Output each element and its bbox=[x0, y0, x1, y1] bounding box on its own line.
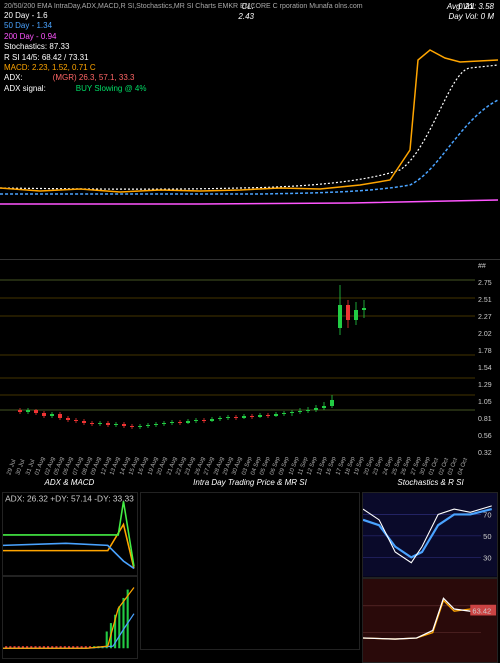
stoch-rsi-column: 705030 63.42 bbox=[362, 492, 498, 650]
bottom-panels: ADX: 26.32 +DY: 57.14 -DY: 33.33 705030 … bbox=[0, 492, 500, 650]
svg-text:2.75: 2.75 bbox=[478, 280, 492, 287]
svg-text:0.56: 0.56 bbox=[478, 433, 492, 440]
x-axis-dates: 29 Jul30 Jul31 Jul01 Aug02 Aug05 Aug06 A… bbox=[0, 456, 500, 478]
candle-svg: ## 2.75 2.51 2.27 2.02 1.78 1.54 1.29 1.05 0.81 0.… bbox=[0, 260, 500, 456]
svg-text:2.27: 2.27 bbox=[478, 314, 492, 321]
ema200-legend: 200 Day - 0.94 bbox=[4, 32, 57, 42]
rsi-legend: R SI 14/5: 68.42 / 73.31 bbox=[4, 53, 89, 63]
adx-macd-column: ADX: 26.32 +DY: 57.14 -DY: 33.33 bbox=[2, 492, 138, 650]
svg-text:ADX: 26.32 +DY: 57.14 -DY: 3: ADX: 26.32 +DY: 57.14 -DY: 33.33 bbox=[5, 493, 134, 503]
adx-signal-legend: ADX signal: bbox=[4, 84, 46, 94]
svg-text:##: ## bbox=[478, 263, 486, 270]
title-line: 20/50/200 EMA IntraDay,ADX,MACD,R SI,Sto… bbox=[4, 2, 496, 11]
ema20-legend: 20 Day - 1.6 bbox=[4, 11, 48, 21]
ema50-legend: 50 Day - 1.34 bbox=[4, 21, 52, 31]
svg-text:1.29: 1.29 bbox=[478, 382, 492, 389]
svg-text:1.05: 1.05 bbox=[478, 399, 492, 406]
adx-macd-title: ADX & MACD bbox=[0, 478, 139, 492]
chart-header: 20/50/200 EMA IntraDay,ADX,MACD,R SI,Sto… bbox=[4, 2, 496, 94]
rsi-panel: 63.42 bbox=[362, 578, 498, 663]
stochastics-panel: 705030 bbox=[362, 492, 498, 578]
adx-legend: ADX: bbox=[4, 73, 23, 83]
svg-text:30: 30 bbox=[483, 554, 491, 563]
svg-text:1.78: 1.78 bbox=[478, 348, 492, 355]
svg-text:50: 50 bbox=[483, 532, 491, 541]
svg-text:2.51: 2.51 bbox=[478, 297, 492, 304]
stoch-title: Stochastics & R SI bbox=[361, 478, 500, 492]
stochastics-legend: Stochastics: 87.33 bbox=[4, 42, 69, 52]
adx-panel: ADX: 26.32 +DY: 57.14 -DY: 33.33 bbox=[2, 492, 138, 576]
sub-panel-titles: ADX & MACD Intra Day Trading Price & MR … bbox=[0, 478, 500, 492]
macd-legend: MACD: 2.23, 1.52, 0.71 C bbox=[4, 63, 96, 73]
svg-text:0.81: 0.81 bbox=[478, 416, 492, 423]
candlestick-chart: ## 2.75 2.51 2.27 2.02 1.78 1.54 1.29 1.05 0.81 0.… bbox=[0, 260, 500, 456]
intraday-panel bbox=[140, 492, 360, 650]
macd-panel bbox=[2, 576, 138, 660]
svg-text:63.42: 63.42 bbox=[472, 606, 491, 615]
main-price-chart: 20/50/200 EMA IntraDay,ADX,MACD,R SI,Sto… bbox=[0, 0, 500, 260]
intra-title: Intra Day Trading Price & MR SI bbox=[139, 478, 361, 492]
svg-text:2.02: 2.02 bbox=[478, 331, 492, 338]
svg-text:1.54: 1.54 bbox=[478, 365, 492, 372]
